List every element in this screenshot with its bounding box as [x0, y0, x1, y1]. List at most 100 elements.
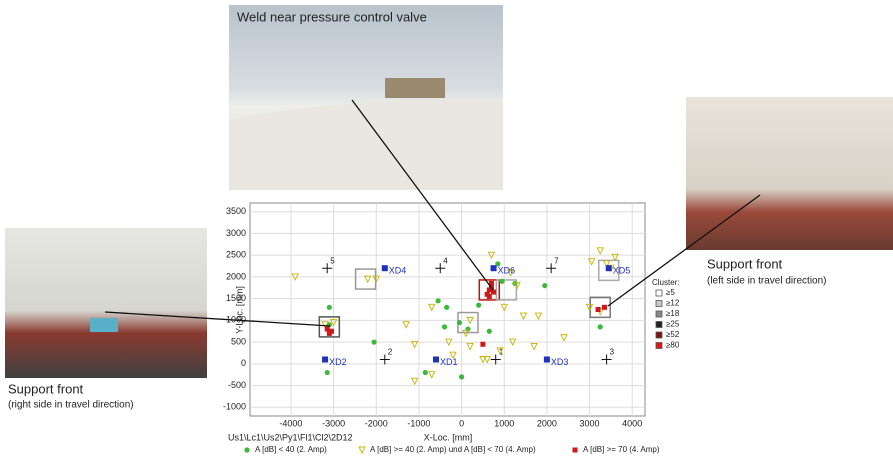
cluster-legend-swatch [655, 331, 663, 339]
point [364, 275, 372, 284]
point [324, 326, 330, 332]
position-cross [601, 354, 612, 365]
point [402, 321, 410, 329]
point [534, 312, 543, 321]
position-label: 2 [388, 348, 393, 357]
point [487, 251, 496, 260]
x-tick-label: 1000 [494, 418, 514, 428]
cluster-box [354, 268, 377, 290]
cluster-box [597, 259, 620, 282]
legend-label: A [dB] >= 70 (4. Amp) [583, 445, 660, 454]
sensor [605, 265, 612, 272]
cluster-legend-swatch [655, 342, 663, 349]
photo-subcaption: (right side in travel direction) [8, 400, 134, 411]
point [476, 302, 482, 308]
point [371, 339, 377, 345]
point [444, 304, 450, 310]
position-cross [435, 263, 446, 274]
point [435, 298, 441, 304]
sensor-label: XD6 [498, 266, 516, 276]
legend-label: A [dB] < 40 (2. Amp) [255, 445, 327, 454]
x-tick-label: 4000 [622, 418, 642, 428]
position-label: 7 [554, 256, 559, 265]
point [585, 303, 594, 312]
leader-line [104, 311, 331, 327]
point [491, 289, 497, 295]
cluster-legend-label: ≥80 [666, 341, 680, 350]
sensor-label: XD4 [389, 266, 407, 276]
position-cross [490, 354, 501, 365]
point [462, 329, 470, 338]
y-tick-label: 2500 [226, 250, 246, 260]
position-cross [322, 263, 333, 274]
position-label: 5 [330, 256, 335, 265]
photo-caption: Support front [707, 256, 783, 271]
photo-support-right [5, 228, 207, 378]
y-tick-label: 500 [231, 336, 246, 346]
cluster-legend-title: Cluster: [652, 278, 680, 287]
y-tick-label: 1500 [226, 293, 246, 303]
point [486, 293, 492, 299]
position-cross [379, 354, 390, 365]
point [519, 312, 528, 321]
point [601, 304, 607, 310]
leader-line [351, 99, 494, 291]
point [466, 316, 474, 325]
cluster-box [589, 296, 611, 319]
point [530, 342, 538, 351]
point [445, 338, 453, 347]
y-tick-label: 2000 [226, 271, 246, 281]
y-tick-label: 3500 [226, 206, 246, 216]
legend-marker [572, 447, 578, 453]
point [422, 369, 428, 376]
cluster-legend-label: ≥52 [666, 330, 680, 339]
x-axis-label: X-Loc. [mm] [424, 432, 473, 442]
point [506, 269, 515, 277]
sensor-label: XD2 [329, 357, 347, 367]
point [595, 307, 601, 312]
point [480, 341, 486, 347]
cluster-legend-label: ≥12 [666, 299, 680, 308]
point [427, 303, 436, 312]
footnote: Us1\Lc1\Us2\Py1\Fl1\Cl2\2D12 [228, 432, 353, 442]
point [596, 247, 604, 255]
point [410, 377, 419, 386]
point [372, 275, 380, 284]
point [326, 304, 332, 310]
cluster-box [495, 279, 518, 301]
sensor [381, 265, 388, 272]
point [465, 326, 471, 332]
point [458, 374, 465, 380]
sensor [543, 356, 550, 363]
y-tick-label: -500 [228, 380, 246, 390]
cluster-legend-label: ≥5 [666, 288, 675, 297]
y-tick-label: 3000 [226, 228, 246, 238]
x-tick-label: 0 [459, 418, 464, 428]
x-tick-label: -3000 [322, 418, 345, 428]
sensor [432, 356, 439, 363]
cluster-legend-label: ≥25 [666, 320, 680, 329]
cluster-box [318, 316, 341, 338]
sensor-label: XD5 [613, 266, 631, 276]
y-tick-label: -1000 [223, 402, 246, 412]
x-tick-label: -2000 [365, 418, 388, 428]
point [542, 282, 548, 289]
point [441, 324, 448, 330]
point [602, 260, 611, 268]
sensor-label: XD1 [440, 357, 458, 367]
x-tick-label: -4000 [279, 418, 302, 428]
point [321, 321, 329, 329]
legend-marker [244, 447, 250, 453]
cluster-legend-swatch [655, 321, 663, 328]
photo-caption: Support front [8, 381, 84, 396]
point [410, 340, 419, 349]
point [427, 371, 436, 379]
point [291, 273, 299, 281]
valve [385, 78, 445, 98]
point [495, 261, 501, 267]
point [587, 258, 596, 266]
x-tick-label: 3000 [580, 418, 600, 428]
cluster-legend-swatch [655, 300, 663, 307]
point [449, 351, 457, 360]
